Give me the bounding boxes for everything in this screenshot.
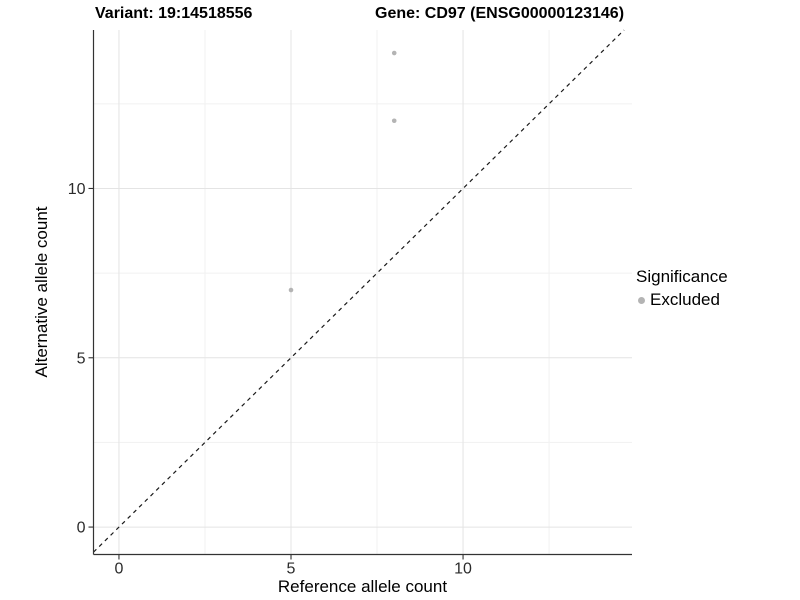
y-tick-label: 0 <box>77 520 86 537</box>
legend: Significance Excluded <box>636 267 728 310</box>
x-tick-label: 5 <box>287 561 296 578</box>
legend-point-icon <box>638 296 645 304</box>
x-tick-label: 10 <box>454 561 472 578</box>
x-axis-title: Reference allele count <box>277 577 448 596</box>
x-tick-label: 0 <box>115 561 124 578</box>
variant-title: Variant: 19:14518556 <box>95 5 253 22</box>
legend-item-excluded: Excluded <box>636 290 728 310</box>
y-tick-label: 5 <box>77 350 86 367</box>
legend-item-label: Excluded <box>650 290 720 309</box>
identity-line <box>93 29 625 553</box>
data-point <box>288 287 294 293</box>
data-point <box>391 50 397 56</box>
legend-title: Significance <box>636 267 728 286</box>
y-axis-title: Alternative allele count <box>32 206 51 378</box>
y-tick-label: 10 <box>68 181 86 198</box>
data-point <box>391 118 397 124</box>
gene-title: Gene: CD97 (ENSG00000123146) <box>375 5 625 22</box>
